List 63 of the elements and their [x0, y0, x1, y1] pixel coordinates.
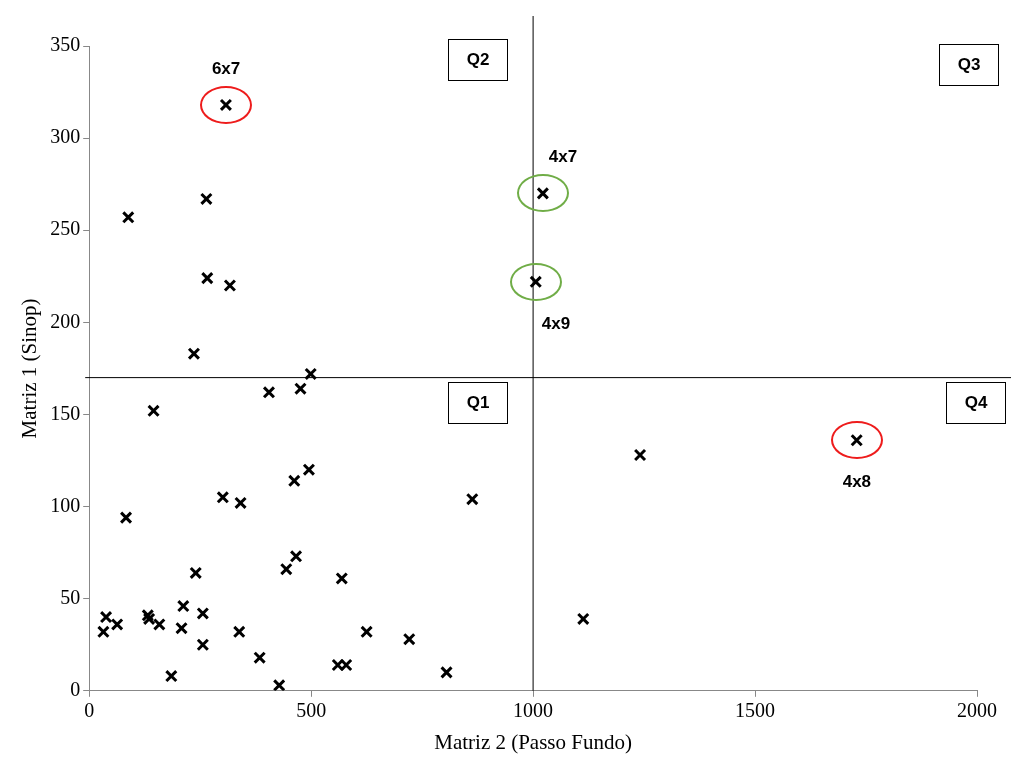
point: [189, 566, 203, 580]
point: [232, 625, 246, 639]
annotation: Q3: [939, 44, 999, 87]
point: [279, 562, 293, 576]
point: [335, 571, 349, 585]
point: [360, 625, 374, 639]
y-tick-label: 300: [50, 125, 81, 148]
y-tick-label: 100: [50, 493, 81, 516]
y-axis-title: Matriz 1 (Sinop): [17, 298, 42, 439]
point: [465, 492, 479, 506]
x-tick-label: 500: [296, 699, 327, 722]
y-tick-label: 200: [50, 309, 81, 332]
point: [223, 279, 237, 292]
annotation: Q2: [448, 39, 509, 82]
point: [331, 658, 345, 672]
point: [272, 678, 286, 691]
point: [289, 549, 303, 563]
point: [304, 367, 318, 381]
point: [262, 385, 276, 399]
annotation: Q1: [448, 382, 509, 425]
annotation: Q4: [946, 382, 1007, 425]
point: [142, 612, 156, 626]
point: [633, 448, 647, 462]
annotation: 4x7: [548, 146, 579, 169]
annotation: 6x7: [211, 57, 242, 80]
point: [196, 606, 210, 620]
point: [164, 669, 178, 683]
point: [253, 651, 267, 665]
annotation: 4x8: [842, 471, 873, 494]
point: [440, 665, 453, 679]
point: [152, 618, 166, 631]
point: [287, 474, 301, 488]
point: [576, 612, 590, 626]
point: [96, 625, 110, 639]
point: [200, 271, 214, 285]
x-tick-label: 2000: [957, 699, 997, 722]
annotation: 4x9: [541, 312, 572, 335]
point: [294, 382, 307, 396]
point: [110, 618, 124, 631]
point: [141, 608, 155, 622]
y-tick-label: 150: [50, 401, 81, 424]
point: [176, 599, 190, 613]
x-axis-title: Matriz 2 (Passo Fundo): [434, 729, 632, 754]
point: [147, 404, 161, 418]
point: [339, 658, 353, 672]
point: [234, 496, 248, 510]
point: [175, 621, 188, 635]
point: [402, 632, 416, 646]
point: [119, 511, 133, 525]
point: [196, 638, 210, 652]
y-tick-label: 250: [50, 217, 81, 240]
x-tick-label: 0: [84, 699, 95, 722]
x-tick-label: 1500: [735, 699, 776, 722]
point: [99, 610, 113, 624]
point: [302, 463, 316, 477]
point: [121, 210, 135, 224]
point: [216, 490, 230, 504]
y-tick-label: 50: [60, 585, 81, 608]
point: [199, 192, 213, 206]
y-tick-label: 0: [70, 678, 81, 701]
point: [187, 347, 201, 361]
x-tick-label: 1000: [513, 699, 554, 722]
y-tick-label: 350: [50, 33, 81, 56]
